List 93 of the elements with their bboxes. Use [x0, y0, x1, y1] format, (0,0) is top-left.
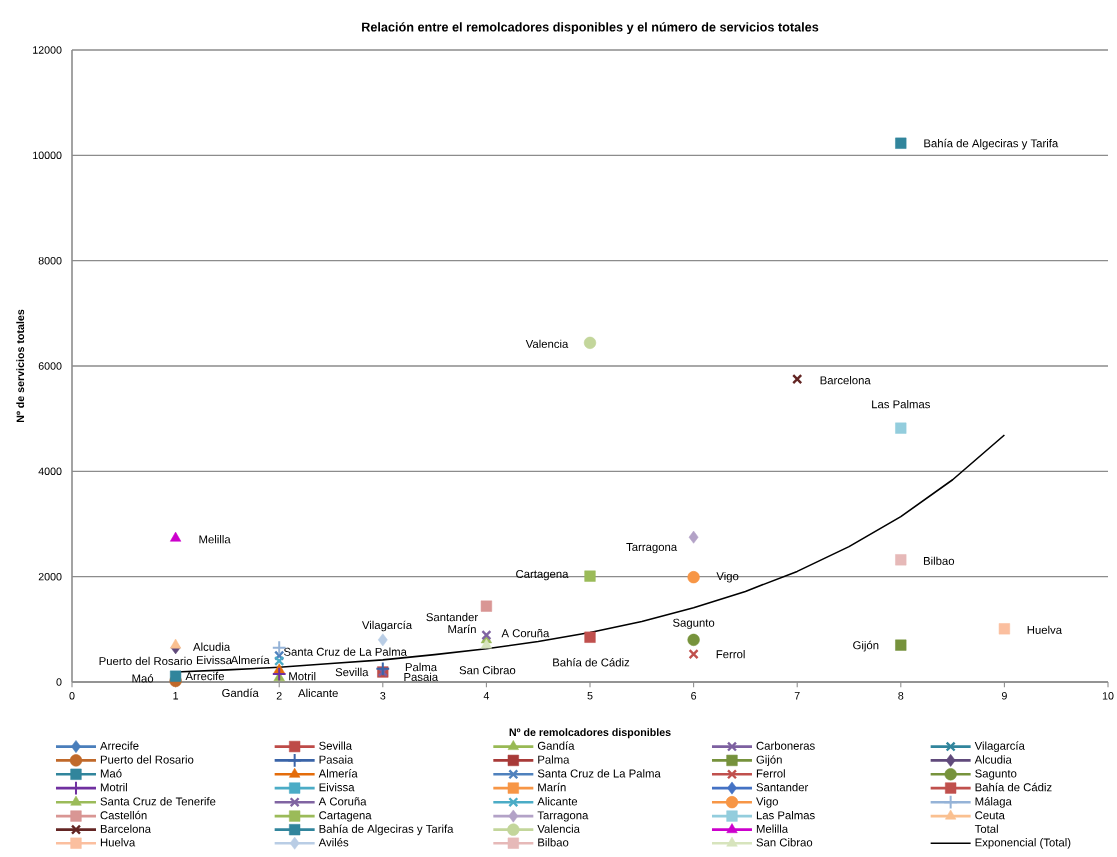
y-tick-label: 6000	[38, 362, 62, 370]
data-label: Santa Cruz de La Palma	[283, 647, 407, 656]
x-tick-label: 0	[69, 692, 75, 700]
text: Total	[974, 824, 998, 833]
data-label: Bilbao	[923, 556, 955, 565]
legend-label: Maó	[100, 769, 122, 778]
data-label: Motril	[289, 671, 316, 681]
data-label: San Cibrao	[459, 665, 516, 675]
data-label: Sagunto	[673, 618, 715, 629]
legend-label: Gandía	[537, 741, 575, 750]
data-label: Alicante	[298, 688, 338, 698]
legend-label: Arrecife	[100, 741, 139, 750]
annotation: Eivissa	[196, 655, 232, 665]
legend-label: Valencia	[537, 824, 580, 833]
legend-label: A Coruña	[318, 797, 367, 806]
legend-label: Gijón	[756, 755, 782, 766]
x-tick-label: 8	[898, 692, 904, 700]
y-tick-label: 12000	[33, 46, 62, 54]
x-tick-label: 3	[380, 692, 386, 700]
legend-label: Exponencial (Total)	[975, 838, 1071, 849]
annotation: Arrecife	[185, 671, 225, 681]
data-label: Gandía	[222, 688, 259, 698]
data-label: Ferrol	[716, 649, 745, 659]
legend-label: Cartagena	[319, 811, 372, 822]
data-label: Bahía de Cádiz	[553, 658, 630, 667]
data-label: Valencia	[525, 339, 569, 348]
annotation: Palma	[405, 662, 438, 672]
legend-label: Ferrol	[756, 769, 785, 778]
x-tick-label: 6	[691, 692, 697, 700]
legend-label: Málaga	[975, 797, 1012, 808]
legend-label: Vigo	[756, 797, 778, 808]
y-axis-title: Nº de servicios totales	[16, 309, 25, 423]
data-label: Tarragona	[626, 543, 678, 554]
legend-label: Tarragona	[537, 811, 589, 822]
chart-title: Relación entre el remolcadores disponibles y el número de servicios totales	[362, 22, 819, 35]
legend-label: Santander	[756, 782, 809, 792]
legend-label: Alicante	[537, 797, 578, 806]
legend-label: Bahía de Algeciras y Tarifa	[319, 824, 454, 836]
legend-label: Eivissa	[319, 782, 355, 792]
legend-label: Marín	[538, 782, 566, 792]
y-tick-label: 4000	[38, 467, 62, 476]
data-label: Alcudia	[193, 642, 231, 651]
legend-label: Las Palmas	[756, 810, 815, 820]
y-tick-label: 0	[56, 678, 62, 686]
data-label: Puerto del Rosario	[99, 656, 193, 666]
data-label: Almería	[230, 655, 270, 665]
legend-label: Puerto del Rosario	[100, 755, 194, 764]
legend-label: Barcelona	[100, 824, 152, 833]
annotation: Marín	[448, 624, 476, 634]
legend-label: Huelva	[100, 838, 136, 847]
data-label: Pasaia	[404, 672, 439, 681]
y-tick-label: 2000	[38, 572, 62, 581]
x-tick-label: 4	[483, 692, 490, 700]
legend-label: Avilés	[318, 838, 349, 847]
x-tick-label: 5	[587, 692, 593, 700]
x-axis-title: Nº de remolcadores disponibles	[509, 728, 671, 739]
legend-label: Palma	[538, 755, 570, 764]
x-tick-label: 9	[1001, 692, 1007, 700]
x-tick-label: 1	[173, 692, 179, 700]
y-tick-label: 10000	[33, 151, 62, 160]
legend-label: Alcudia	[974, 755, 1012, 764]
legend-label: Sagunto	[975, 769, 1017, 780]
legend-label: Motril	[100, 782, 127, 792]
legend-label: Bilbao	[538, 838, 569, 847]
legend-label: Vilagarcía	[974, 741, 1025, 753]
annotation: Vilagarcía	[361, 620, 413, 632]
legend-label: Castellón	[100, 810, 147, 820]
legend-label: San Cibrao	[756, 838, 813, 847]
data-label: Bahía de Algeciras y Tarifa	[924, 138, 1059, 150]
data-label: Maó	[132, 673, 154, 683]
legend-label: Ceuta	[975, 811, 1005, 820]
legend-label: Bahía de Cádiz	[975, 782, 1052, 792]
y-tick-label: 8000	[38, 256, 62, 265]
data-label: Melilla	[199, 535, 231, 544]
data-label: Vigo	[716, 571, 739, 583]
x-tick-label: 2	[276, 692, 282, 700]
legend-label: Sevilla	[319, 741, 353, 750]
data-label: Huelva	[1027, 625, 1063, 634]
annotation: Santander	[426, 612, 478, 622]
legend-label: Carboneras	[756, 741, 815, 750]
data-label: Cartagena	[516, 570, 569, 581]
data-label: A Coruña	[501, 629, 550, 638]
data-label: Barcelona	[820, 376, 871, 385]
legend-label: Pasaia	[319, 755, 354, 764]
data-label: Sevilla	[335, 667, 369, 677]
x-tick-label: 7	[794, 692, 800, 700]
data-label: Gijón	[853, 640, 879, 652]
legend-label: Melilla	[756, 824, 789, 833]
legend-label: Santa Cruz de Tenerife	[100, 797, 216, 806]
legend-label: Santa Cruz de La Palma	[537, 769, 661, 778]
x-tick-label: 10	[1102, 692, 1114, 700]
data-label: Las Palmas	[872, 399, 930, 409]
legend-label: Almería	[318, 769, 358, 778]
